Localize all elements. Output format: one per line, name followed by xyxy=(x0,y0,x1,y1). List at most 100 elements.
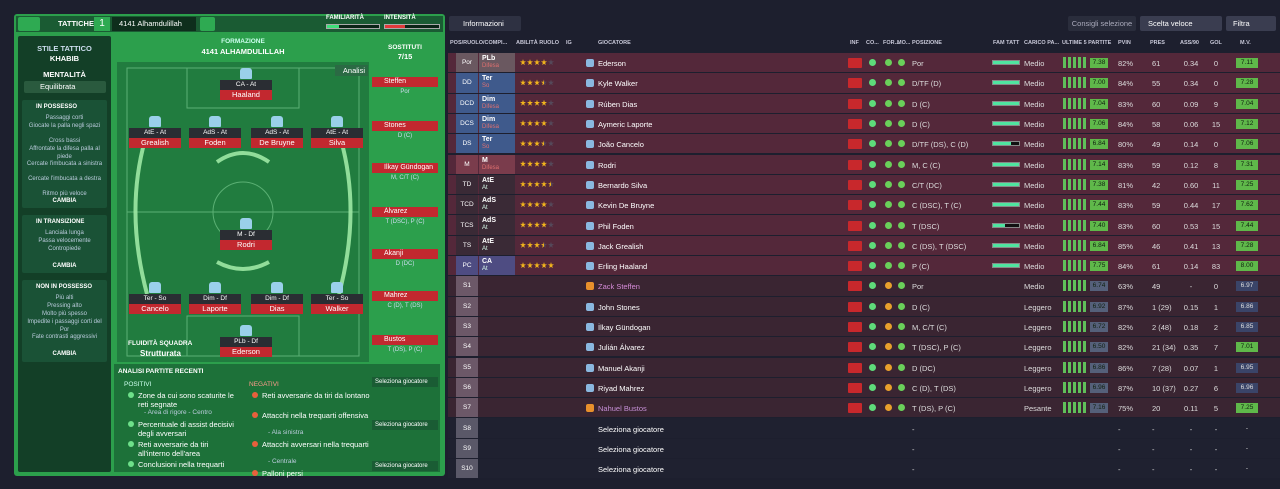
player-name[interactable]: İlkay Gündogan xyxy=(598,323,651,333)
player-name[interactable]: Aymeric Laporte xyxy=(598,120,653,130)
player-name[interactable]: Seleziona giocatore xyxy=(598,465,664,475)
change-button[interactable]: CAMBIA xyxy=(52,198,77,204)
role: M xyxy=(482,156,488,164)
shirt-icon xyxy=(586,99,594,108)
player-name[interactable]: Manuel Akanji xyxy=(598,363,645,373)
table-row[interactable] xyxy=(448,93,1280,113)
info-button[interactable]: Informazioni xyxy=(449,16,521,31)
player-name[interactable]: De Bruyne xyxy=(251,138,303,148)
sub-name[interactable]: Stones xyxy=(372,121,438,131)
player-name[interactable]: Nahuel Bustos xyxy=(598,404,647,414)
condition xyxy=(869,241,876,249)
table-row[interactable] xyxy=(448,398,1280,418)
player-name[interactable]: Haaland xyxy=(220,90,272,100)
position: Por xyxy=(912,59,924,69)
player-name[interactable]: João Cancelo xyxy=(598,140,644,150)
role-label[interactable]: Ter - So xyxy=(311,294,363,304)
pres: 20 xyxy=(1152,404,1161,414)
player-name[interactable]: Dias xyxy=(251,304,303,314)
player-name[interactable]: Grealish xyxy=(129,138,181,148)
player-name[interactable]: Phil Foden xyxy=(598,221,634,231)
table-row[interactable] xyxy=(448,134,1280,154)
table-row[interactable] xyxy=(448,195,1280,215)
player-name[interactable]: Riyad Mahrez xyxy=(598,383,645,393)
player-name[interactable]: Laporte xyxy=(189,304,241,314)
sub-name[interactable]: Akanji xyxy=(372,249,438,259)
player-name[interactable]: Rodri xyxy=(598,160,616,170)
player-name[interactable]: Zack Steffen xyxy=(598,282,640,292)
table-row[interactable] xyxy=(448,53,1280,73)
sub-name[interactable]: Álvarez xyxy=(372,207,438,217)
player-name[interactable]: Ederson xyxy=(220,347,272,357)
player-name[interactable]: Rodri xyxy=(220,240,272,250)
role-label[interactable]: AdS - At xyxy=(251,128,303,138)
sub-name[interactable]: İlkay Gündogan xyxy=(372,163,438,173)
role-label[interactable]: PLb - Df xyxy=(220,337,272,347)
player-name[interactable]: Kyle Walker xyxy=(598,79,638,89)
familiarity-label: FAMILIARITÀ xyxy=(326,15,364,21)
advice-button[interactable]: Consigli selezione xyxy=(1068,16,1136,31)
morale-icon xyxy=(898,99,905,107)
filter-button[interactable]: Filtra xyxy=(1226,16,1276,31)
analysis-button[interactable]: Analisi xyxy=(335,65,368,76)
pres: 2 (48) xyxy=(1152,323,1172,333)
table-row[interactable] xyxy=(448,316,1280,337)
player-name[interactable]: Silva xyxy=(311,138,363,148)
role-label[interactable]: Dim - Df xyxy=(189,294,241,304)
table-row[interactable] xyxy=(448,296,1280,316)
star xyxy=(541,99,547,106)
table-row[interactable] xyxy=(448,154,1280,174)
player-name[interactable]: Julián Álvarez xyxy=(598,343,645,353)
quick-button[interactable]: Scelta veloce xyxy=(1140,16,1222,31)
table-row[interactable] xyxy=(448,256,1280,276)
change-button[interactable]: CAMBIA xyxy=(52,263,77,269)
sub-name[interactable]: Mahrez xyxy=(372,291,438,301)
player-name[interactable]: John Stones xyxy=(598,302,640,312)
table-row[interactable] xyxy=(448,174,1280,195)
player-name[interactable]: Erling Haaland xyxy=(598,262,648,272)
back-button[interactable] xyxy=(18,17,40,31)
role-label[interactable]: Dim - Df xyxy=(251,294,303,304)
table-row[interactable] xyxy=(448,337,1280,357)
table-row[interactable] xyxy=(448,438,1280,458)
player-name[interactable]: Cancelo xyxy=(129,304,181,314)
form: 6.84 xyxy=(1090,139,1108,150)
sub-name[interactable]: Bustos xyxy=(372,335,438,345)
tactic-name[interactable]: 4141 Alhamdulillah xyxy=(112,17,196,31)
table-row[interactable] xyxy=(448,377,1280,398)
sub-name[interactable]: Steffen xyxy=(372,77,438,87)
table-row[interactable] xyxy=(448,459,1280,479)
player-name[interactable]: Walker xyxy=(311,304,363,314)
table-row[interactable] xyxy=(448,357,1280,377)
player-name[interactable]: Ederson xyxy=(598,59,626,69)
table-row[interactable] xyxy=(448,73,1280,93)
formation-name[interactable]: 4141 ALHAMDULILLAH xyxy=(201,47,285,56)
table-row[interactable] xyxy=(448,235,1280,255)
player-name[interactable]: Seleziona giocatore xyxy=(598,444,664,454)
pvin: 84% xyxy=(1118,262,1134,272)
table-row[interactable] xyxy=(448,113,1280,134)
role-label[interactable]: M - Df xyxy=(220,230,272,240)
player-name[interactable]: Foden xyxy=(189,138,241,148)
sub-name[interactable]: Seleziona giocatore xyxy=(372,420,438,430)
player-name[interactable]: Rúben Dias xyxy=(598,99,638,109)
player-name[interactable]: Bernardo Silva xyxy=(598,180,648,190)
role-label[interactable]: CA - At xyxy=(220,80,272,90)
role-label[interactable]: AtE - At xyxy=(311,128,363,138)
sub-name[interactable]: Seleziona giocatore xyxy=(372,377,438,387)
pvin: 63% xyxy=(1118,282,1134,292)
sub-name[interactable]: Seleziona giocatore xyxy=(372,461,438,471)
table-row[interactable] xyxy=(448,215,1280,235)
player-name[interactable]: Seleziona giocatore xyxy=(598,424,664,434)
role-label[interactable]: AtE - At xyxy=(129,128,181,138)
mentality[interactable]: Equilibrata xyxy=(24,81,106,93)
change-button[interactable]: CAMBIA xyxy=(52,351,77,357)
add-button[interactable] xyxy=(200,17,215,31)
player-name[interactable]: Jack Grealish xyxy=(598,241,644,251)
role-label[interactable]: Ter - So xyxy=(129,294,181,304)
form-bar xyxy=(1063,178,1066,190)
table-row[interactable] xyxy=(448,418,1280,438)
role-label[interactable]: AdS - At xyxy=(189,128,241,138)
player-name[interactable]: Kevin De Bruyne xyxy=(598,201,655,211)
table-row[interactable] xyxy=(448,276,1280,296)
